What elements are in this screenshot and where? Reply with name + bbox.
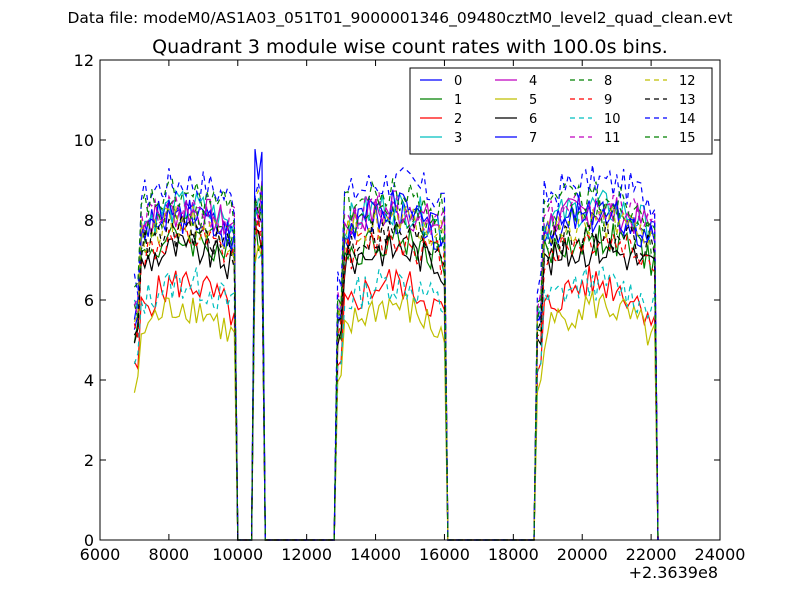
series-line-1 [133,214,659,541]
legend-label: 12 [679,74,696,89]
x-tick-label: 20000 [557,545,608,564]
x-tick-label: 22000 [626,545,677,564]
y-tick-label: 8 [84,211,94,230]
y-tick-label: 6 [84,291,94,310]
x-tick-label: 12000 [281,545,332,564]
figure-suptitle: Data file: modeM0/AS1A03_051T01_90000013… [67,9,732,28]
series-line-6 [133,227,659,541]
y-tick-label: 10 [74,131,94,150]
series-line-10 [133,251,659,541]
chart-title: Quadrant 3 module wise count rates with … [152,36,668,58]
legend-label: 10 [604,112,621,127]
series-line-5 [133,244,659,541]
series-line-14 [133,164,659,541]
x-tick-label: 8000 [149,545,190,564]
series-line-2 [133,224,659,541]
legend-label: 14 [679,112,696,127]
legend-label: 0 [454,74,462,89]
series-line-9 [133,214,659,541]
series-line-15 [133,178,659,541]
x-tick-label: 16000 [419,545,470,564]
x-tick-label: 6000 [80,545,121,564]
legend-label: 13 [679,93,696,108]
x-tick-label: 10000 [212,545,263,564]
y-tick-label: 0 [84,531,94,550]
legend-label: 5 [529,93,537,108]
legend-label: 8 [604,74,612,89]
legend-label: 11 [604,131,621,146]
legend-label: 1 [454,93,462,108]
y-tick-label: 2 [84,451,94,470]
series-line-4 [133,180,659,541]
y-tick-label: 4 [84,371,94,390]
legend-label: 15 [679,131,696,146]
x-tick-label: 14000 [350,545,401,564]
legend-label: 6 [529,112,537,127]
legend-box [409,67,713,155]
plot-area [133,149,659,541]
legend-label: 2 [454,112,462,127]
legend-label: 7 [529,131,537,146]
legend-label: 4 [529,74,537,89]
axis-ticks: 6000 8000 10000 12000 14000 16000 18000 20000 22… [74,51,746,564]
series-line-12 [133,188,659,541]
legend-label: 9 [604,93,612,108]
x-offset-label: +2.3639e8 [629,563,718,582]
x-tick-label: 18000 [488,545,539,564]
series-line-8 [133,198,659,541]
x-tick-label: 24000 [695,545,746,564]
y-tick-label: 12 [74,51,94,70]
legend-label: 3 [454,131,462,146]
series-line-11 [133,190,659,541]
